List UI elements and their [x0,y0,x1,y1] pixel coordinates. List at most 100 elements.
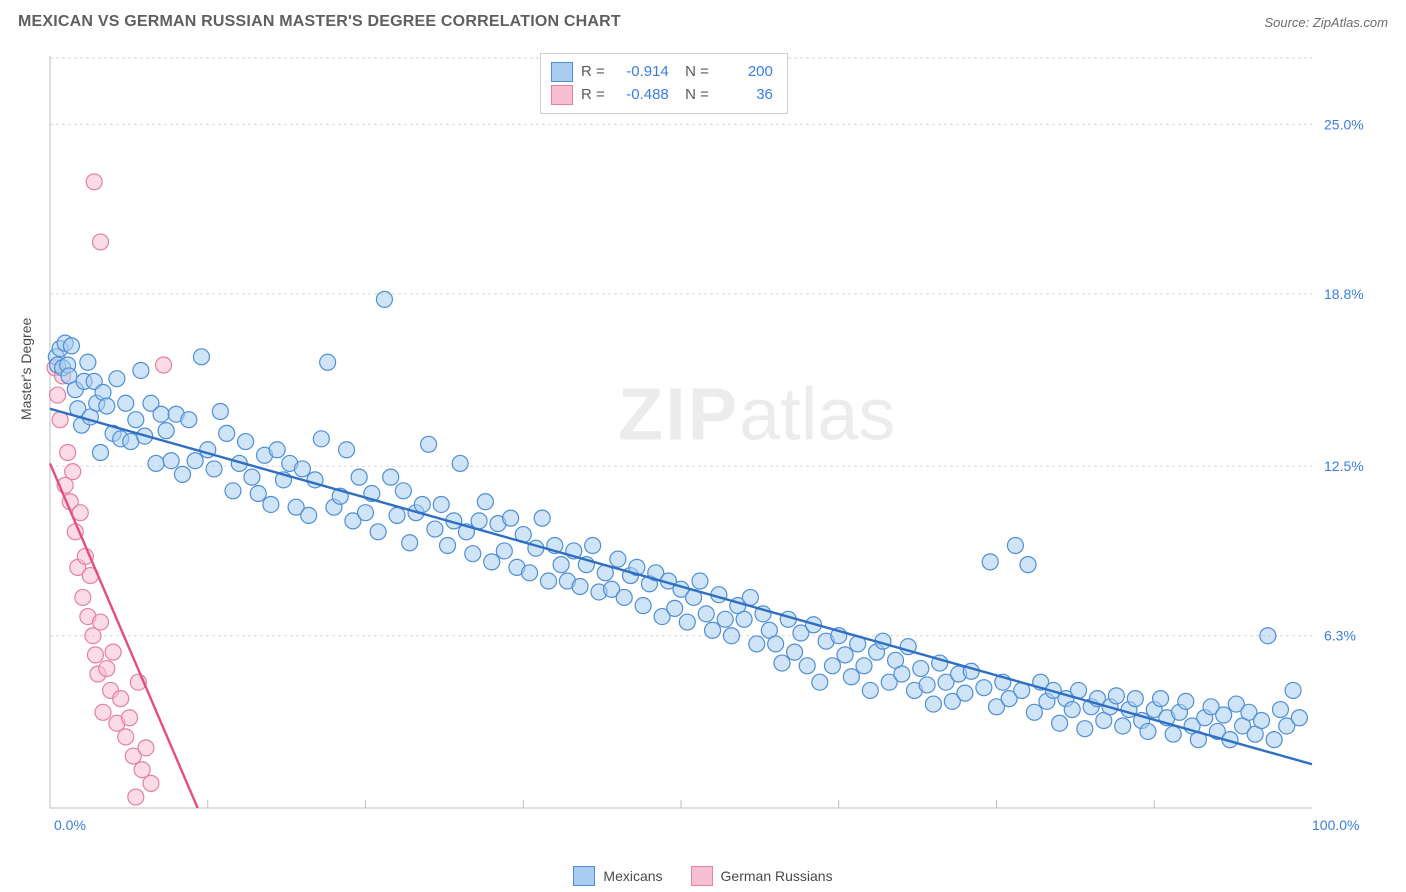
scatter-point-mexicans [1153,691,1169,707]
source-attribution: Source: ZipAtlas.com [1264,15,1388,30]
scatter-point-mexicans [717,611,733,627]
stats-row-german-russians: R = -0.488 N = 36 [551,83,773,106]
scatter-point-mexicans [667,600,683,616]
trend-line-mexicans [50,409,1312,764]
stats-row-mexicans: R = -0.914 N = 200 [551,60,773,83]
scatter-point-mexicans [534,510,550,526]
scatter-point-mexicans [465,546,481,562]
scatter-point-mexicans [635,598,651,614]
legend-label-mexicans: Mexicans [603,868,662,884]
scatter-point-mexicans [148,455,164,471]
scatter-point-mexicans [1108,688,1124,704]
scatter-point-mexicans [799,658,815,674]
scatter-point-mexicans [395,483,411,499]
scatter-point-mexicans [496,543,512,559]
scatter-point-mexicans [1127,691,1143,707]
scatter-point-german-russians [95,704,111,720]
scatter-point-mexicans [1064,702,1080,718]
scatter-point-mexicans [383,469,399,485]
scatter-point-mexicans [692,573,708,589]
scatter-point-mexicans [452,455,468,471]
scatter-point-mexicans [1020,557,1036,573]
scatter-point-mexicans [787,644,803,660]
stat-n-label-2: N = [677,83,709,106]
stat-r-german-russians: -0.488 [613,83,669,106]
scatter-point-mexicans [723,628,739,644]
scatter-point-german-russians [50,387,66,403]
scatter-point-mexicans [1272,702,1288,718]
scatter-point-mexicans [92,445,108,461]
scatter-point-german-russians [156,357,172,373]
scatter-point-mexicans [1285,682,1301,698]
scatter-point-mexicans [433,496,449,512]
scatter-point-german-russians [99,661,115,677]
scatter-point-mexicans [402,535,418,551]
stat-r-label-2: R = [581,83,605,106]
scatter-point-mexicans [80,354,96,370]
scatter-point-mexicans [982,554,998,570]
scatter-point-german-russians [60,445,76,461]
scatter-point-mexicans [477,494,493,510]
scatter-point-mexicans [824,658,840,674]
y-axis-label: Master's Degree [18,318,34,420]
scatter-point-mexicans [301,507,317,523]
scatter-point-mexicans [118,395,134,411]
legend-label-german-russians: German Russians [721,868,833,884]
scatter-point-german-russians [75,589,91,605]
scatter-point-mexicans [1007,537,1023,553]
scatter-point-german-russians [87,647,103,663]
scatter-point-mexicans [913,661,929,677]
scatter-point-mexicans [238,434,254,450]
scatter-point-mexicans [370,524,386,540]
scatter-point-german-russians [113,691,129,707]
legend-swatch-german-russians-icon [691,866,713,886]
stat-r-label: R = [581,60,605,83]
scatter-point-mexicans [919,677,935,693]
scatter-point-mexicans [1260,628,1276,644]
legend-item-german-russians: German Russians [691,866,833,886]
scatter-point-mexicans [925,696,941,712]
scatter-point-mexicans [225,483,241,499]
scatter-point-mexicans [1052,715,1068,731]
correlation-stats-box: R = -0.914 N = 200 R = -0.488 N = 36 [540,53,788,114]
trend-line-german-russians [50,463,198,808]
scatter-point-mexicans [471,513,487,529]
scatter-point-mexicans [540,573,556,589]
scatter-point-mexicans [339,442,355,458]
legend-item-mexicans: Mexicans [573,866,662,886]
scatter-point-german-russians [118,729,134,745]
legend-bottom: Mexicans German Russians [0,866,1406,886]
scatter-point-mexicans [212,403,228,419]
scatter-point-german-russians [92,614,108,630]
chart-header: MEXICAN VS GERMAN RUSSIAN MASTER'S DEGRE… [0,0,1406,44]
scatter-point-mexicans [99,398,115,414]
source-prefix: Source: [1264,15,1312,30]
scatter-point-mexicans [749,636,765,652]
stat-n-german-russians: 36 [717,83,773,106]
scatter-point-mexicans [812,674,828,690]
scatter-point-mexicans [679,614,695,630]
scatter-point-mexicans [163,453,179,469]
y-tick-label: 18.8% [1324,286,1364,302]
scatter-plot-svg: 6.3%12.5%18.8%25.0%ZIPatlas0.0%100.0% [46,50,1386,842]
swatch-mexicans-icon [551,62,573,82]
scatter-point-mexicans [1254,712,1270,728]
scatter-point-mexicans [153,406,169,422]
scatter-point-mexicans [894,666,910,682]
scatter-point-mexicans [1178,693,1194,709]
scatter-point-mexicans [742,589,758,605]
scatter-point-mexicans [263,496,279,512]
scatter-point-mexicans [427,521,443,537]
scatter-point-mexicans [133,362,149,378]
scatter-point-mexicans [187,453,203,469]
scatter-point-mexicans [294,461,310,477]
scatter-point-mexicans [553,557,569,573]
scatter-point-german-russians [122,710,138,726]
scatter-point-mexicans [109,371,125,387]
scatter-point-mexicans [698,606,714,622]
scatter-point-mexicans [63,338,79,354]
scatter-point-mexicans [610,551,626,567]
chart-title: MEXICAN VS GERMAN RUSSIAN MASTER'S DEGRE… [18,13,621,31]
scatter-point-mexicans [957,685,973,701]
scatter-point-mexicans [421,436,437,452]
